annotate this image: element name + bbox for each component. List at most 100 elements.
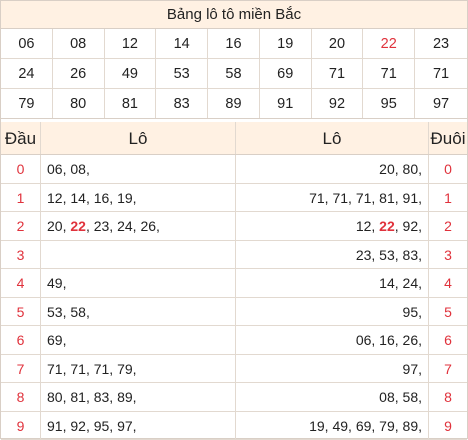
number-cell: 26	[53, 59, 105, 88]
number-cell: 83	[156, 89, 208, 118]
lo-left-list	[41, 241, 236, 269]
number-cell: 71	[312, 59, 364, 88]
number-cell: 08	[53, 29, 105, 58]
lo-number: 71	[356, 190, 372, 206]
lo-number: 12	[47, 190, 63, 206]
lo-number: 79	[379, 418, 395, 434]
number-cell: 23	[415, 29, 467, 58]
lo-number: 81	[379, 190, 395, 206]
header-lo-right: Lô	[236, 122, 429, 154]
header-duoi: Đuôi	[429, 122, 467, 154]
lo-right-list: 14, 24,	[236, 269, 429, 297]
lo-left-list: 12, 14, 16, 19,	[41, 184, 236, 212]
lo-number: 91	[47, 418, 63, 434]
dau-digit: 1	[1, 184, 41, 212]
lo-number: 14	[70, 190, 86, 206]
lo-number: 80	[403, 161, 419, 177]
lo-left-list: 06, 08,	[41, 155, 236, 183]
lo-left-list: 69,	[41, 326, 236, 354]
lo-number: 23	[94, 218, 110, 234]
lo-number: 83	[403, 247, 419, 263]
lo-number: 23	[356, 247, 372, 263]
lo-left-list: 53, 58,	[41, 298, 236, 326]
number-cell: 19	[260, 29, 312, 58]
lo-number: 71	[309, 190, 325, 206]
lo-number: 89	[403, 418, 419, 434]
lo-left-list: 80, 81, 83, 89,	[41, 383, 236, 411]
lo-number: 06	[47, 161, 63, 177]
header-lo-left: Lô	[41, 122, 236, 154]
lo-right-list: 06, 16, 26,	[236, 326, 429, 354]
lo-number: 79	[117, 361, 133, 377]
number-cell: 69	[260, 59, 312, 88]
number-cell: 81	[105, 89, 157, 118]
number-cell: 95	[363, 89, 415, 118]
dau-digit: 6	[1, 326, 41, 354]
lo-right-list: 97,	[236, 355, 429, 383]
lo-right-list: 19, 49, 69, 79, 89,	[236, 412, 429, 440]
lo-left-list: 91, 92, 95, 97,	[41, 412, 236, 440]
header-dau: Đầu	[1, 122, 41, 154]
lo-number: 20	[379, 161, 395, 177]
lo-number: 81	[70, 389, 86, 405]
duoi-digit: 3	[429, 241, 467, 269]
lo-number: 95	[94, 418, 110, 434]
lo-number: 80	[47, 389, 63, 405]
number-cell: 89	[208, 89, 260, 118]
lo-right-list: 71, 71, 71, 81, 91,	[236, 184, 429, 212]
duoi-digit: 4	[429, 269, 467, 297]
lo-number: 97	[117, 418, 133, 434]
lo-number: 49	[332, 418, 348, 434]
lo-number: 22	[70, 218, 86, 234]
lo-number: 53	[379, 247, 395, 263]
lo-number: 89	[117, 389, 133, 405]
number-cell: 58	[208, 59, 260, 88]
lo-right-list: 20, 80,	[236, 155, 429, 183]
lo-left-list: 20, 22, 23, 24, 26,	[41, 212, 236, 240]
duoi-digit: 1	[429, 184, 467, 212]
number-cell: 71	[415, 59, 467, 88]
lo-right-list: 12, 22, 92,	[236, 212, 429, 240]
lo-number: 19	[309, 418, 325, 434]
number-cell: 22	[363, 29, 415, 58]
number-cell: 49	[105, 59, 157, 88]
dau-digit: 7	[1, 355, 41, 383]
number-cell: 14	[156, 29, 208, 58]
lo-right-list: 95,	[236, 298, 429, 326]
lo-right-list: 08, 58,	[236, 383, 429, 411]
lo-left-list: 49,	[41, 269, 236, 297]
duoi-digit: 2	[429, 212, 467, 240]
lo-number: 53	[47, 304, 63, 320]
table-title: Bảng lô tô miền Bắc	[1, 1, 467, 29]
lo-number: 49	[47, 275, 63, 291]
dau-digit: 4	[1, 269, 41, 297]
lo-number: 69	[47, 332, 63, 348]
lo-header: Đầu Lô Lô Đuôi	[1, 122, 467, 155]
number-cell: 91	[260, 89, 312, 118]
lo-number: 71	[47, 361, 63, 377]
lo-number: 71	[332, 190, 348, 206]
duoi-digit: 6	[429, 326, 467, 354]
lo-number: 83	[94, 389, 110, 405]
number-cell: 24	[1, 59, 53, 88]
number-cell: 12	[105, 29, 157, 58]
lo-number: 12	[356, 218, 372, 234]
number-cell: 16	[208, 29, 260, 58]
duoi-digit: 9	[429, 412, 467, 440]
lo-number: 58	[403, 389, 419, 405]
lo-number: 91	[403, 190, 419, 206]
number-cell: 06	[1, 29, 53, 58]
lo-number: 69	[356, 418, 372, 434]
